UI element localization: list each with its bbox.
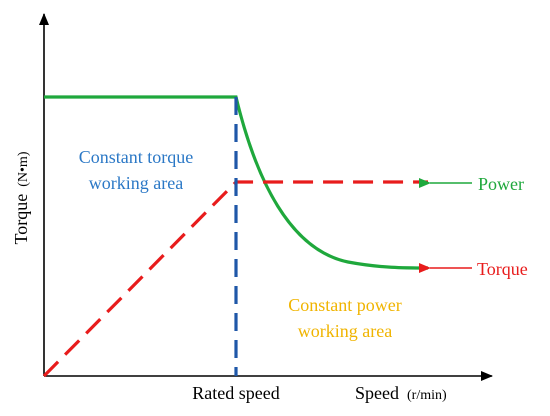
x-axis-label-main: Speed	[355, 383, 399, 403]
constant-torque-label-line1: Constant torque	[79, 147, 194, 167]
constant-torque-label-line2: working area	[89, 173, 183, 193]
x-axis-label-unit: (r/min)	[407, 388, 447, 403]
x-axis-label: Speed (r/min)	[355, 383, 447, 403]
constant-power-label-line1: Constant power	[288, 295, 401, 315]
constant-power-label-line2: working area	[298, 321, 392, 341]
y-axis-label: Torque (N•m)	[11, 151, 31, 244]
power-label: Power	[478, 174, 524, 194]
y-axis-label-main: Torque	[11, 194, 31, 245]
y-axis-label-unit: (N•m)	[16, 151, 31, 187]
power-curve	[44, 95, 429, 270]
torque-label: Torque	[477, 259, 528, 279]
rated-speed-tick-label: Rated speed	[192, 383, 279, 403]
